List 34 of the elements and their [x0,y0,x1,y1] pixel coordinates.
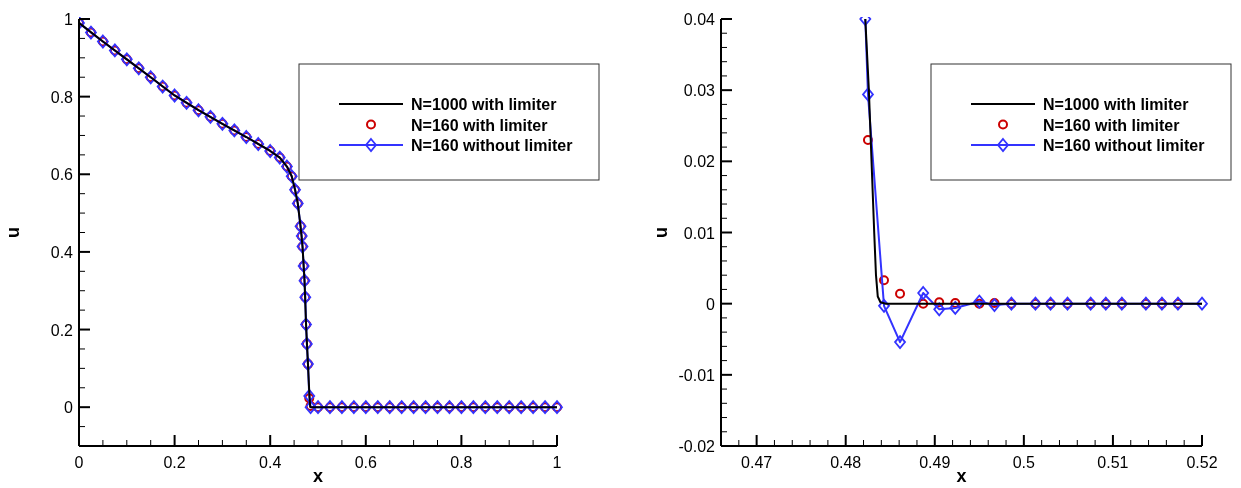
y-tick-label: 0.8 [50,88,74,106]
legend-label: N=1000 with limiter [411,96,557,113]
y-tick-label: 0.04 [683,11,716,28]
x-axis-title: x [312,466,324,486]
x-tick-label: 1 [552,454,562,471]
y-tick-label: 1 [64,11,74,28]
x-tick-label: 0.6 [354,454,378,471]
x-tick-label: 0.49 [919,454,951,471]
y-tick-label: 0.4 [50,243,74,261]
y-axis-title: u [3,227,23,238]
legend-label: N=1000 with limiter [1043,96,1189,113]
x-tick-label: 0.51 [1097,454,1129,471]
x-axis-title: x [956,466,967,486]
legend-label: N=160 without limiter [1043,137,1205,154]
y-tick-label: -0.01 [678,366,716,384]
x-tick-label: 0.2 [163,454,186,471]
x-tick-label: 0.4 [259,454,282,471]
y-tick-label: 0.6 [50,166,74,184]
y-axis-title: u [651,227,671,238]
y-tick-label: 0 [64,399,74,417]
y-tick-label: 0.02 [683,153,716,171]
y-tick-label: 0.03 [683,82,716,100]
legend-label: N=160 with limiter [411,116,548,134]
x-tick-label: 0.5 [1012,454,1036,471]
y-tick-label: 0.01 [683,224,716,242]
y-tick-label: 0.2 [50,321,74,339]
x-tick-label: 0.48 [830,454,862,471]
y-tick-label: 0 [706,295,716,313]
x-tick-label: 0.52 [1186,454,1218,471]
legend-label: N=160 without limiter [411,137,573,154]
x-tick-label: 0.47 [741,454,773,471]
legend-label: N=160 with limiter [1043,116,1180,134]
x-tick-label: 0.8 [450,454,473,471]
y-tick-label: -0.02 [678,438,716,455]
